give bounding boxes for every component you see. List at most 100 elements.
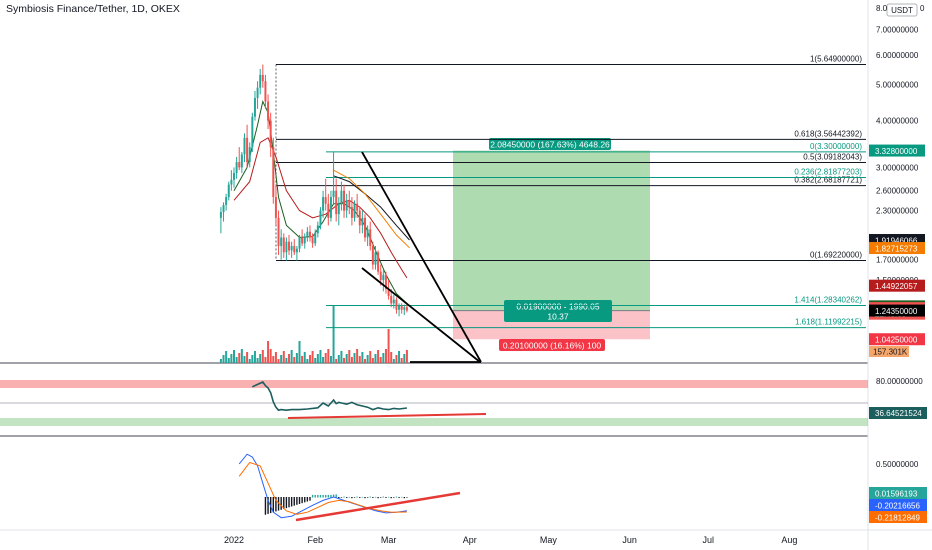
volume-bar bbox=[225, 351, 228, 363]
macd-histogram-bar bbox=[343, 496, 345, 498]
candlesticks bbox=[219, 64, 408, 317]
ema-slow-orange bbox=[333, 169, 410, 249]
stop-label-box bbox=[499, 339, 605, 351]
price-badge-label: 1.44922057 bbox=[875, 282, 918, 291]
volume-bar bbox=[379, 357, 382, 363]
rsi-oversold-band bbox=[0, 418, 868, 426]
macd-histogram-bar bbox=[359, 497, 361, 498]
candle-body bbox=[280, 237, 283, 247]
candle-body bbox=[225, 197, 228, 206]
macd-histogram-bar bbox=[267, 497, 269, 514]
volume-bar bbox=[377, 350, 380, 363]
time-tick-label: Jun bbox=[622, 535, 637, 545]
candle-body bbox=[361, 217, 364, 226]
fib-level-label: 0.5(3.09182043) bbox=[803, 153, 862, 162]
profit-zone bbox=[453, 150, 650, 311]
long-position-tool[interactable]: 2.08450000 (167.63%) 4648.26 0.01900000 -… bbox=[453, 138, 650, 351]
volume-bar bbox=[285, 358, 288, 363]
candle-body bbox=[403, 307, 406, 310]
candle-body bbox=[400, 305, 403, 310]
candle-body bbox=[377, 252, 380, 272]
volume-bar bbox=[295, 353, 298, 363]
position-summary-text: 10.37 bbox=[547, 312, 569, 322]
wedge-upper-line bbox=[361, 151, 482, 363]
time-tick-label: Mar bbox=[381, 535, 397, 545]
candle-body bbox=[335, 190, 338, 215]
price-tick-label: 5.00000000 bbox=[876, 80, 919, 89]
candle-body bbox=[324, 197, 327, 204]
candle-body bbox=[227, 184, 230, 198]
volume-bar bbox=[356, 349, 359, 363]
price-badge bbox=[869, 144, 925, 157]
macd-histogram-bar bbox=[377, 497, 379, 499]
macd-histogram-bar bbox=[356, 496, 358, 498]
volume-bar bbox=[280, 355, 283, 363]
volume-bar bbox=[387, 329, 390, 363]
volume-bar bbox=[345, 354, 348, 363]
macd-histogram-bar bbox=[317, 494, 319, 498]
fib-retracement[interactable]: 1(5.64900000) 0.618(3.56442392) 0.5(3.0918… bbox=[275, 55, 866, 329]
candle-body bbox=[298, 237, 301, 249]
macd-histogram-bar bbox=[335, 494, 337, 498]
candle-body bbox=[293, 246, 296, 253]
price-badge-label: 3.32800000 bbox=[875, 147, 918, 156]
macd-axis-label: 0.50000000 bbox=[876, 460, 919, 469]
candle-body bbox=[290, 246, 293, 251]
volume-bar bbox=[340, 351, 343, 363]
volume-bar bbox=[259, 354, 262, 363]
macd-histogram-bar bbox=[293, 497, 295, 506]
volume-bar bbox=[322, 357, 325, 363]
macd-histogram-bar bbox=[395, 496, 398, 498]
macd-value-badge bbox=[869, 487, 927, 499]
volume-bar bbox=[303, 352, 306, 363]
volume-bar bbox=[319, 350, 322, 363]
volume-bar bbox=[293, 357, 296, 363]
volume-bar bbox=[337, 355, 340, 363]
volume-bar bbox=[361, 352, 364, 363]
rsi-value-badge bbox=[869, 407, 927, 419]
volume-bar bbox=[230, 354, 233, 363]
macd-histogram-bar bbox=[385, 497, 387, 498]
candle-body bbox=[371, 246, 374, 265]
time-tick-label: Aug bbox=[781, 535, 797, 545]
candle-body bbox=[316, 225, 319, 234]
price-tick-label: 3.00000000 bbox=[876, 163, 919, 172]
candle-body bbox=[353, 203, 356, 218]
price-tick-label: 4.00000000 bbox=[876, 117, 919, 126]
candle-body bbox=[337, 203, 340, 215]
price-badge bbox=[869, 279, 925, 292]
macd-histogram-bar bbox=[319, 494, 322, 498]
candle-body bbox=[356, 203, 359, 211]
macd-histogram-bar bbox=[322, 494, 324, 498]
volume-bar bbox=[261, 350, 264, 363]
candle-body bbox=[285, 241, 288, 253]
volume-bar bbox=[311, 351, 314, 363]
candle-body bbox=[238, 162, 241, 168]
volume-bar bbox=[308, 355, 311, 363]
volume-bar bbox=[240, 349, 243, 363]
macd-histogram-bar bbox=[272, 497, 274, 513]
price-badge-label: 1.04250000 bbox=[875, 336, 918, 345]
fib-level-label: 1(5.64900000) bbox=[810, 55, 862, 64]
macd-value-badge bbox=[869, 511, 927, 523]
volume-bar bbox=[395, 355, 398, 363]
price-tick-label: 7.00000000 bbox=[876, 26, 919, 35]
macd-histogram-bar bbox=[400, 496, 403, 498]
candle-body bbox=[264, 81, 267, 102]
volume-bar bbox=[384, 349, 387, 363]
candle-body bbox=[390, 296, 393, 304]
volume-bar bbox=[274, 352, 277, 363]
volume-bar bbox=[329, 356, 332, 363]
macd-trendline bbox=[295, 491, 461, 522]
candle-body bbox=[301, 237, 304, 244]
time-axis[interactable]: 2022 Feb Mar Apr May Jun Jul Aug bbox=[224, 535, 797, 545]
candle-body bbox=[235, 162, 238, 173]
macd-histogram-bar bbox=[353, 497, 356, 498]
target-label-text: 2.08450000 (167.63%) 4648.26 bbox=[490, 140, 610, 150]
trendlines[interactable] bbox=[361, 151, 482, 363]
candle-body bbox=[314, 233, 317, 244]
macd-value-label: 0.01596193 bbox=[875, 489, 918, 498]
candle-body bbox=[282, 237, 285, 253]
